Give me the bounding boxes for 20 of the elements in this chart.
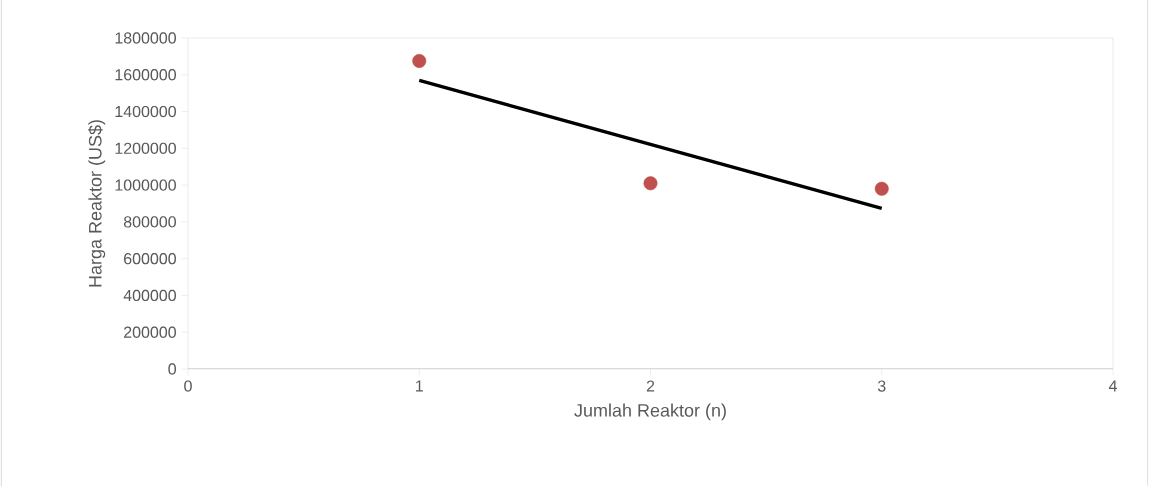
y-axis-title: Harga Reaktor (US$): [88, 120, 106, 287]
y-tick-label: 1400000: [115, 105, 176, 118]
point: [874, 181, 889, 196]
x-tick-label: 0: [184, 380, 192, 392]
y-tick-label: 1600000: [115, 69, 176, 81]
x-tick-label: 4: [1108, 380, 1117, 392]
x-tick-label: 2: [646, 380, 655, 392]
point: [643, 176, 658, 191]
x-tick-label: 1: [416, 380, 423, 392]
y-tick-label: 1000000: [115, 179, 176, 191]
x-axis-title: Jumlah Reaktor (n): [574, 403, 726, 421]
x-tick-label: 3: [877, 380, 886, 392]
y-tick-label: 800000: [123, 216, 176, 228]
y-tick-label: 1800000: [115, 32, 176, 44]
y-tick-label: 200000: [124, 326, 176, 338]
y-tick-label: 1200000: [115, 142, 176, 154]
y-tick-label: 0: [168, 363, 177, 375]
point: [412, 54, 427, 68]
y-tick-label: 400000: [123, 289, 176, 302]
y-tick-label: 600000: [124, 253, 176, 265]
